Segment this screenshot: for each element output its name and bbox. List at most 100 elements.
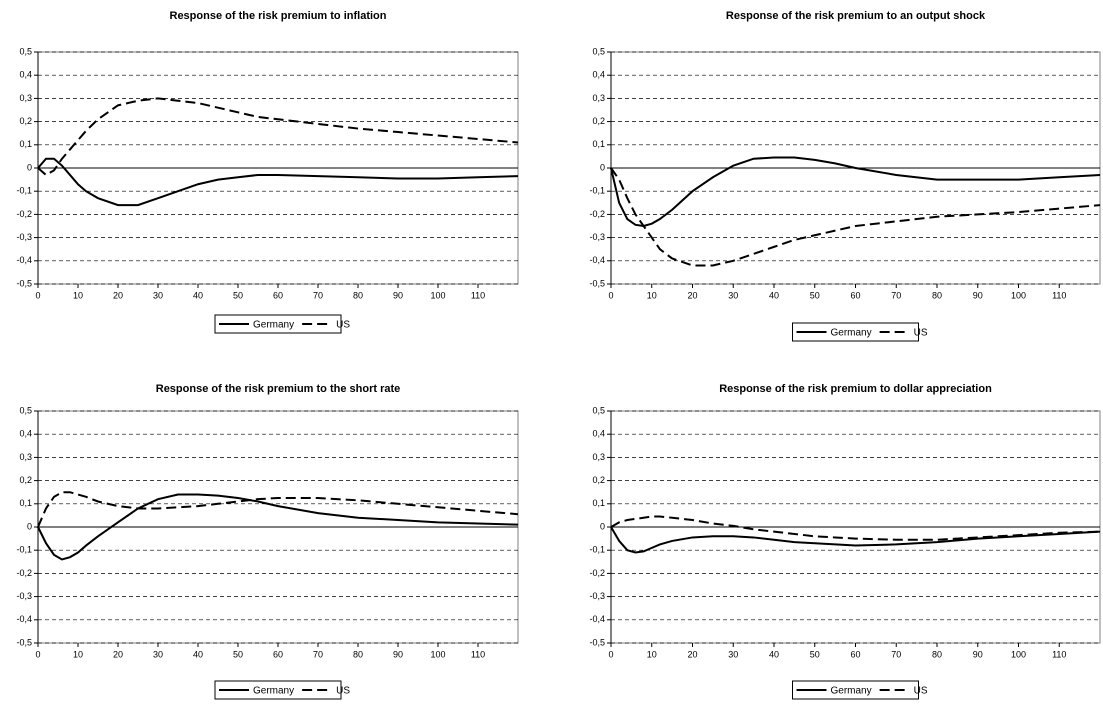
y-tick-label: -0,3 xyxy=(16,591,32,601)
legend-box xyxy=(792,680,919,700)
legend-label: Germany xyxy=(831,686,872,697)
y-tick-label: 0,5 xyxy=(592,405,605,415)
x-tick-label: 80 xyxy=(353,649,363,659)
y-tick-label: 0,3 xyxy=(592,93,605,103)
x-tick-label: 80 xyxy=(932,290,942,300)
legend-label: Germany xyxy=(253,686,294,697)
x-tick-label: 100 xyxy=(430,649,445,659)
y-tick-label: 0,5 xyxy=(592,46,605,56)
legend-box xyxy=(214,680,342,700)
chart-title: Response of the risk premium to the shor… xyxy=(156,383,401,395)
x-tick-label: 50 xyxy=(233,649,243,659)
x-tick-label: 0 xyxy=(608,649,613,659)
x-tick-label: 0 xyxy=(35,290,40,300)
y-tick-label: -0,2 xyxy=(16,209,32,219)
legend-box xyxy=(792,322,919,342)
x-tick-label: 100 xyxy=(430,290,445,300)
series-line xyxy=(610,156,1101,228)
x-tick-label: 30 xyxy=(153,290,163,300)
y-tick-label: 0,3 xyxy=(19,93,32,103)
y-tick-label: 0,5 xyxy=(19,405,32,415)
y-tick-label: 0,1 xyxy=(592,139,605,149)
y-tick-label: 0 xyxy=(27,162,32,172)
x-tick-label: 110 xyxy=(471,649,485,659)
y-tick-label: 0,4 xyxy=(19,70,32,80)
x-tick-label: 0 xyxy=(35,649,40,659)
y-tick-label: 0 xyxy=(27,521,32,531)
x-tick-label: 30 xyxy=(153,649,163,659)
x-tick-label: 10 xyxy=(73,290,83,300)
chart-panel: Response of the risk premium to the shor… xyxy=(16,383,519,700)
series-line xyxy=(610,515,1101,541)
chart-title: Response of the risk premium to an outpu… xyxy=(726,10,986,22)
x-tick-label: 110 xyxy=(471,290,485,300)
y-tick-label: 0,3 xyxy=(19,452,32,462)
chart-panel: Response of the risk premium to inflatio… xyxy=(16,10,519,334)
y-tick-label: 0 xyxy=(600,521,605,531)
y-tick-label: 0,2 xyxy=(592,116,605,126)
x-tick-label: 20 xyxy=(687,290,697,300)
y-tick-label: -0,4 xyxy=(16,255,32,265)
y-tick-label: 0 xyxy=(600,162,605,172)
x-tick-label: 90 xyxy=(393,649,403,659)
x-tick-label: 30 xyxy=(728,649,738,659)
x-tick-label: 30 xyxy=(728,290,738,300)
x-tick-label: 0 xyxy=(608,290,613,300)
chart-panel: Response of the risk premium to an outpu… xyxy=(589,10,1101,342)
x-tick-label: 100 xyxy=(1011,649,1026,659)
legend-label: US xyxy=(336,686,350,697)
y-tick-label: -0,2 xyxy=(16,568,32,578)
series-line xyxy=(610,167,1101,267)
y-tick-label: -0,2 xyxy=(589,209,605,219)
y-tick-label: -0,5 xyxy=(16,637,32,647)
x-tick-label: 60 xyxy=(273,649,283,659)
y-tick-label: 0,1 xyxy=(19,498,32,508)
x-tick-label: 20 xyxy=(113,290,123,300)
y-tick-label: 0,3 xyxy=(592,452,605,462)
chart-title: Response of the risk premium to inflatio… xyxy=(170,10,387,22)
x-tick-label: 20 xyxy=(113,649,123,659)
series-line xyxy=(610,526,1101,554)
x-tick-label: 70 xyxy=(313,649,323,659)
y-tick-label: -0,4 xyxy=(589,255,605,265)
x-tick-label: 80 xyxy=(932,649,942,659)
x-tick-label: 60 xyxy=(850,649,860,659)
series-line xyxy=(37,157,519,207)
y-tick-label: -0,1 xyxy=(16,545,32,555)
series-line xyxy=(37,491,519,528)
legend-label: US xyxy=(914,686,928,697)
y-tick-label: -0,4 xyxy=(16,614,32,624)
y-tick-label: -0,3 xyxy=(589,232,605,242)
x-tick-label: 40 xyxy=(193,290,203,300)
y-tick-label: 0,2 xyxy=(592,475,605,485)
chart-panel: Response of the risk premium to dollar a… xyxy=(589,383,1101,700)
y-tick-label: -0,3 xyxy=(589,591,605,601)
x-tick-label: 60 xyxy=(273,290,283,300)
x-tick-label: 80 xyxy=(353,290,363,300)
legend-label: US xyxy=(336,320,350,331)
x-tick-label: 110 xyxy=(1052,290,1066,300)
y-tick-label: 0,4 xyxy=(19,429,32,439)
y-tick-label: -0,5 xyxy=(16,278,32,288)
x-tick-label: 60 xyxy=(850,290,860,300)
y-tick-label: 0,1 xyxy=(592,498,605,508)
legend-label: Germany xyxy=(831,328,872,339)
x-tick-label: 100 xyxy=(1011,290,1026,300)
x-tick-label: 10 xyxy=(647,290,657,300)
legend-label: US xyxy=(914,328,928,339)
legend-box xyxy=(214,314,342,334)
y-tick-label: -0,5 xyxy=(589,637,605,647)
series-line xyxy=(37,97,519,177)
x-tick-label: 40 xyxy=(193,649,203,659)
y-tick-label: -0,5 xyxy=(589,278,605,288)
x-tick-label: 90 xyxy=(973,649,983,659)
y-tick-label: 0,4 xyxy=(592,429,605,439)
y-tick-label: -0,3 xyxy=(16,232,32,242)
legend-label: Germany xyxy=(253,320,294,331)
x-tick-label: 10 xyxy=(73,649,83,659)
x-tick-label: 90 xyxy=(973,290,983,300)
y-tick-label: 0,4 xyxy=(592,70,605,80)
x-tick-label: 40 xyxy=(769,290,779,300)
y-tick-label: -0,2 xyxy=(589,568,605,578)
